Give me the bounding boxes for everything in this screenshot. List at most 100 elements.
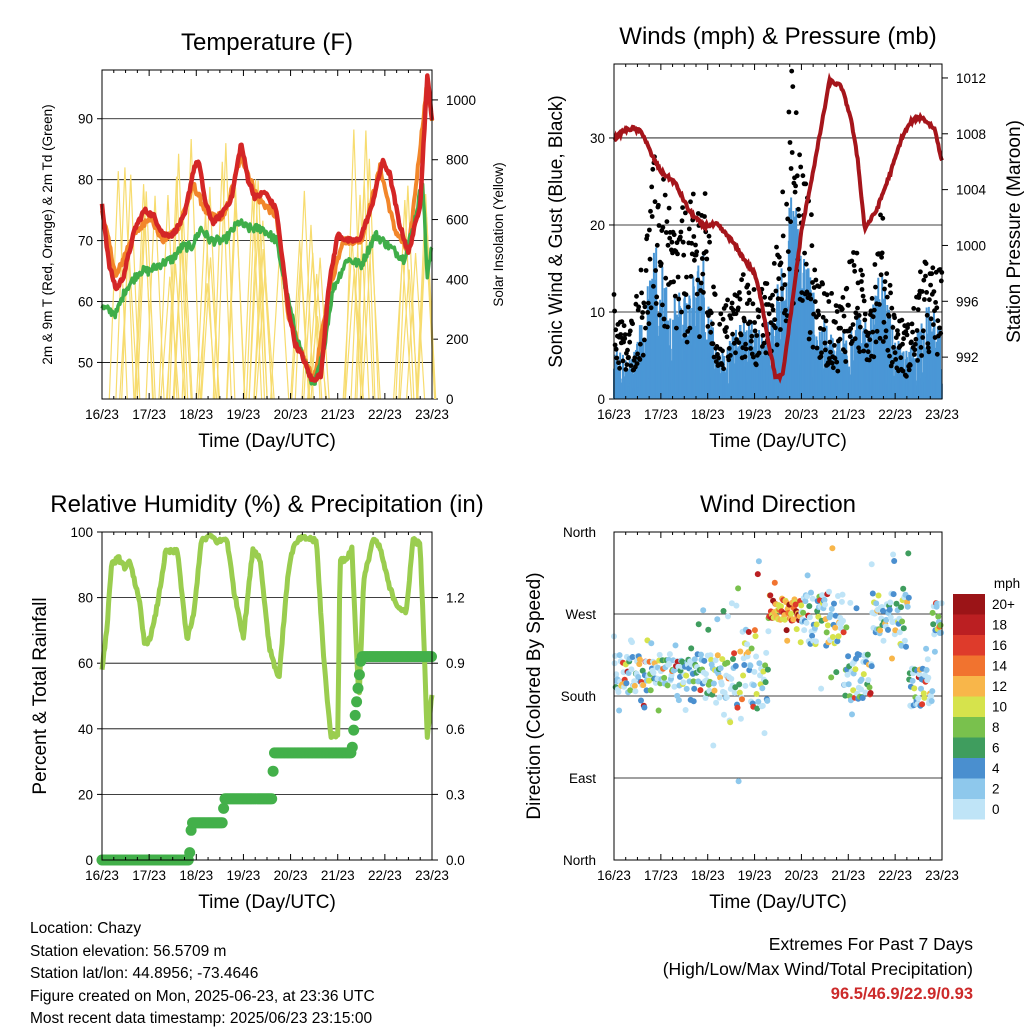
direction-point	[691, 656, 698, 663]
gust-point	[620, 358, 626, 364]
legend-swatch	[953, 737, 985, 758]
y-tick-label: 60	[78, 656, 93, 671]
x-tick-label: 19/23	[227, 407, 261, 422]
gust-point	[747, 297, 752, 303]
gust-point	[828, 349, 833, 355]
gust-point	[891, 345, 896, 350]
gust-point	[714, 344, 720, 349]
direction-point	[767, 592, 774, 599]
gust-point	[877, 335, 883, 341]
gust-point	[906, 367, 912, 373]
gust-point	[840, 295, 846, 300]
gust-point	[934, 305, 940, 311]
direction-point	[800, 609, 807, 616]
gust-point	[740, 272, 746, 277]
gust-point	[789, 150, 795, 155]
gust-point	[909, 321, 915, 327]
gust-point	[864, 343, 869, 348]
gust-point	[832, 343, 837, 348]
y-right-tick-label: 0	[446, 392, 454, 407]
direction-point	[716, 694, 723, 701]
direction-point	[728, 600, 735, 607]
precip-point	[216, 817, 228, 829]
gust-point	[619, 319, 625, 325]
x-tick-label: 19/23	[227, 868, 261, 883]
direction-point	[862, 689, 869, 696]
direction-point	[725, 613, 731, 620]
gust-point	[873, 284, 878, 290]
direction-point	[719, 656, 726, 663]
direction-point	[858, 676, 865, 683]
direction-point	[832, 624, 839, 631]
direction-point	[756, 660, 763, 667]
gust-point	[842, 349, 848, 355]
gust-point	[909, 339, 914, 345]
gust-point	[733, 311, 739, 317]
y-tick-label: North	[563, 525, 596, 540]
gust-point	[911, 352, 917, 357]
gust-point	[928, 316, 934, 322]
gust-point	[723, 303, 729, 308]
gust-point	[688, 199, 693, 205]
gust-point	[625, 347, 630, 353]
direction-point	[759, 685, 766, 692]
extremes-title: Extremes For Past 7 Days	[768, 934, 973, 954]
gust-point	[649, 214, 655, 219]
direction-point	[763, 649, 770, 656]
direction-point	[784, 637, 791, 644]
gust-point	[931, 289, 937, 294]
gust-point	[705, 324, 711, 329]
direction-point	[759, 702, 766, 709]
gust-point	[810, 280, 815, 285]
direction-point	[746, 667, 753, 674]
gust-point	[860, 293, 866, 299]
gust-point	[751, 354, 756, 360]
rh-series	[99, 532, 435, 740]
gust-point	[846, 302, 851, 308]
gust-point	[898, 355, 904, 361]
legend-label: 14	[992, 659, 1008, 674]
direction-point	[721, 689, 728, 696]
gust-point	[829, 291, 834, 296]
solar-spike	[212, 161, 232, 400]
direction-point	[745, 629, 752, 635]
gust-point	[613, 346, 619, 352]
gust-point	[871, 354, 877, 360]
direction-point	[793, 626, 800, 633]
gust-point	[848, 326, 854, 331]
y-tick-label: West	[565, 607, 596, 622]
gust-point	[748, 346, 753, 351]
gust-point	[654, 294, 660, 300]
direction-point	[833, 669, 840, 676]
direction-point	[887, 614, 894, 621]
direction-point	[880, 637, 887, 644]
gust-point	[807, 292, 813, 298]
direction-point	[803, 619, 810, 626]
gust-point	[771, 261, 777, 266]
legend-label: 12	[992, 679, 1007, 694]
gust-point	[704, 256, 710, 262]
gust-point	[724, 325, 729, 330]
y-tick-label: East	[569, 771, 596, 786]
direction-point	[849, 711, 855, 718]
gust-point	[776, 276, 782, 282]
gust-point	[654, 242, 660, 248]
gust-point	[737, 290, 742, 295]
gust-point	[852, 336, 858, 342]
gust-point	[835, 368, 841, 374]
y-right-axis-label: Station Pressure (Maroon)	[1004, 120, 1024, 343]
direction-point	[839, 591, 846, 598]
gust-point	[700, 271, 706, 277]
gust-point	[750, 301, 756, 307]
direction-point	[905, 594, 912, 601]
x-tick-label: 19/23	[738, 407, 772, 422]
gust-point	[722, 329, 728, 334]
direction-point	[764, 666, 771, 673]
gust-point	[781, 272, 787, 278]
precip-point	[353, 669, 365, 681]
gust-point	[657, 312, 662, 318]
direction-point	[735, 778, 742, 785]
gust-point	[679, 218, 685, 224]
direction-point	[707, 652, 714, 659]
